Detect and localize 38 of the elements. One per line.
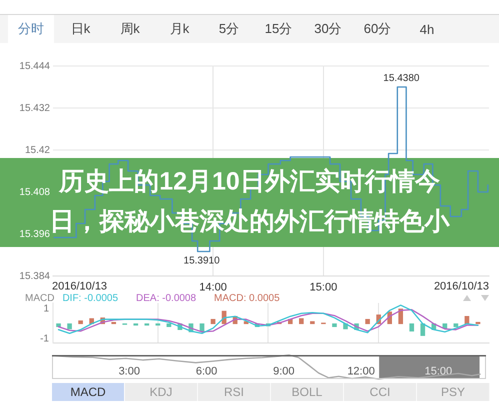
x-tick-label: 3:00 <box>118 365 140 378</box>
y-tick-label: 1 <box>43 304 50 315</box>
chart-title: MACD <box>25 292 54 304</box>
text: 5分 <box>218 20 240 38</box>
x-tick-label: 15:00 <box>424 365 452 378</box>
x-tick-label: 6:00 <box>196 365 218 378</box>
x-tick-label: 9:00 <box>273 365 295 378</box>
series-label: MACD: 0.0005 <box>214 292 280 304</box>
selected-tab: MACD <box>52 383 125 401</box>
tab: RSI <box>198 383 271 401</box>
tab: PSY <box>417 383 490 401</box>
tab: BOLL <box>271 383 344 401</box>
text: 60分 <box>364 20 392 38</box>
text: 15分 <box>264 20 292 38</box>
annotation: 15.4380 <box>383 72 420 84</box>
text: 2016/10/13 <box>434 280 489 293</box>
tab: CCI <box>344 383 417 401</box>
annotation: 15.3910 <box>184 255 220 266</box>
text: 日k <box>70 20 90 38</box>
text: 周k <box>120 20 140 38</box>
x-tick-label: 15:00 <box>310 282 338 294</box>
y-tick-label: 15.384 <box>19 270 50 282</box>
y-tick-label: 15.432 <box>19 102 50 114</box>
y-tick-label: 15.42 <box>24 144 50 156</box>
tab: KDJ <box>125 383 198 401</box>
x-tick-label: 12:00 <box>347 365 375 378</box>
series-label: DIF: -0.0005 <box>62 292 118 304</box>
text: 月k <box>170 20 190 38</box>
x-tick-label: 14:00 <box>199 282 227 294</box>
selected-tab: 分时 <box>8 15 54 43</box>
text: 30分 <box>314 20 342 38</box>
y-tick-label: 15.408 <box>19 186 50 198</box>
y-tick-label: -1 <box>40 333 50 344</box>
text: 4h <box>420 22 434 36</box>
y-tick-label: 15.444 <box>19 60 50 72</box>
series-label: DEA: -0.0008 <box>136 292 196 304</box>
text: 2016/10/13 <box>52 280 108 293</box>
y-tick-label: 15.396 <box>19 228 50 240</box>
